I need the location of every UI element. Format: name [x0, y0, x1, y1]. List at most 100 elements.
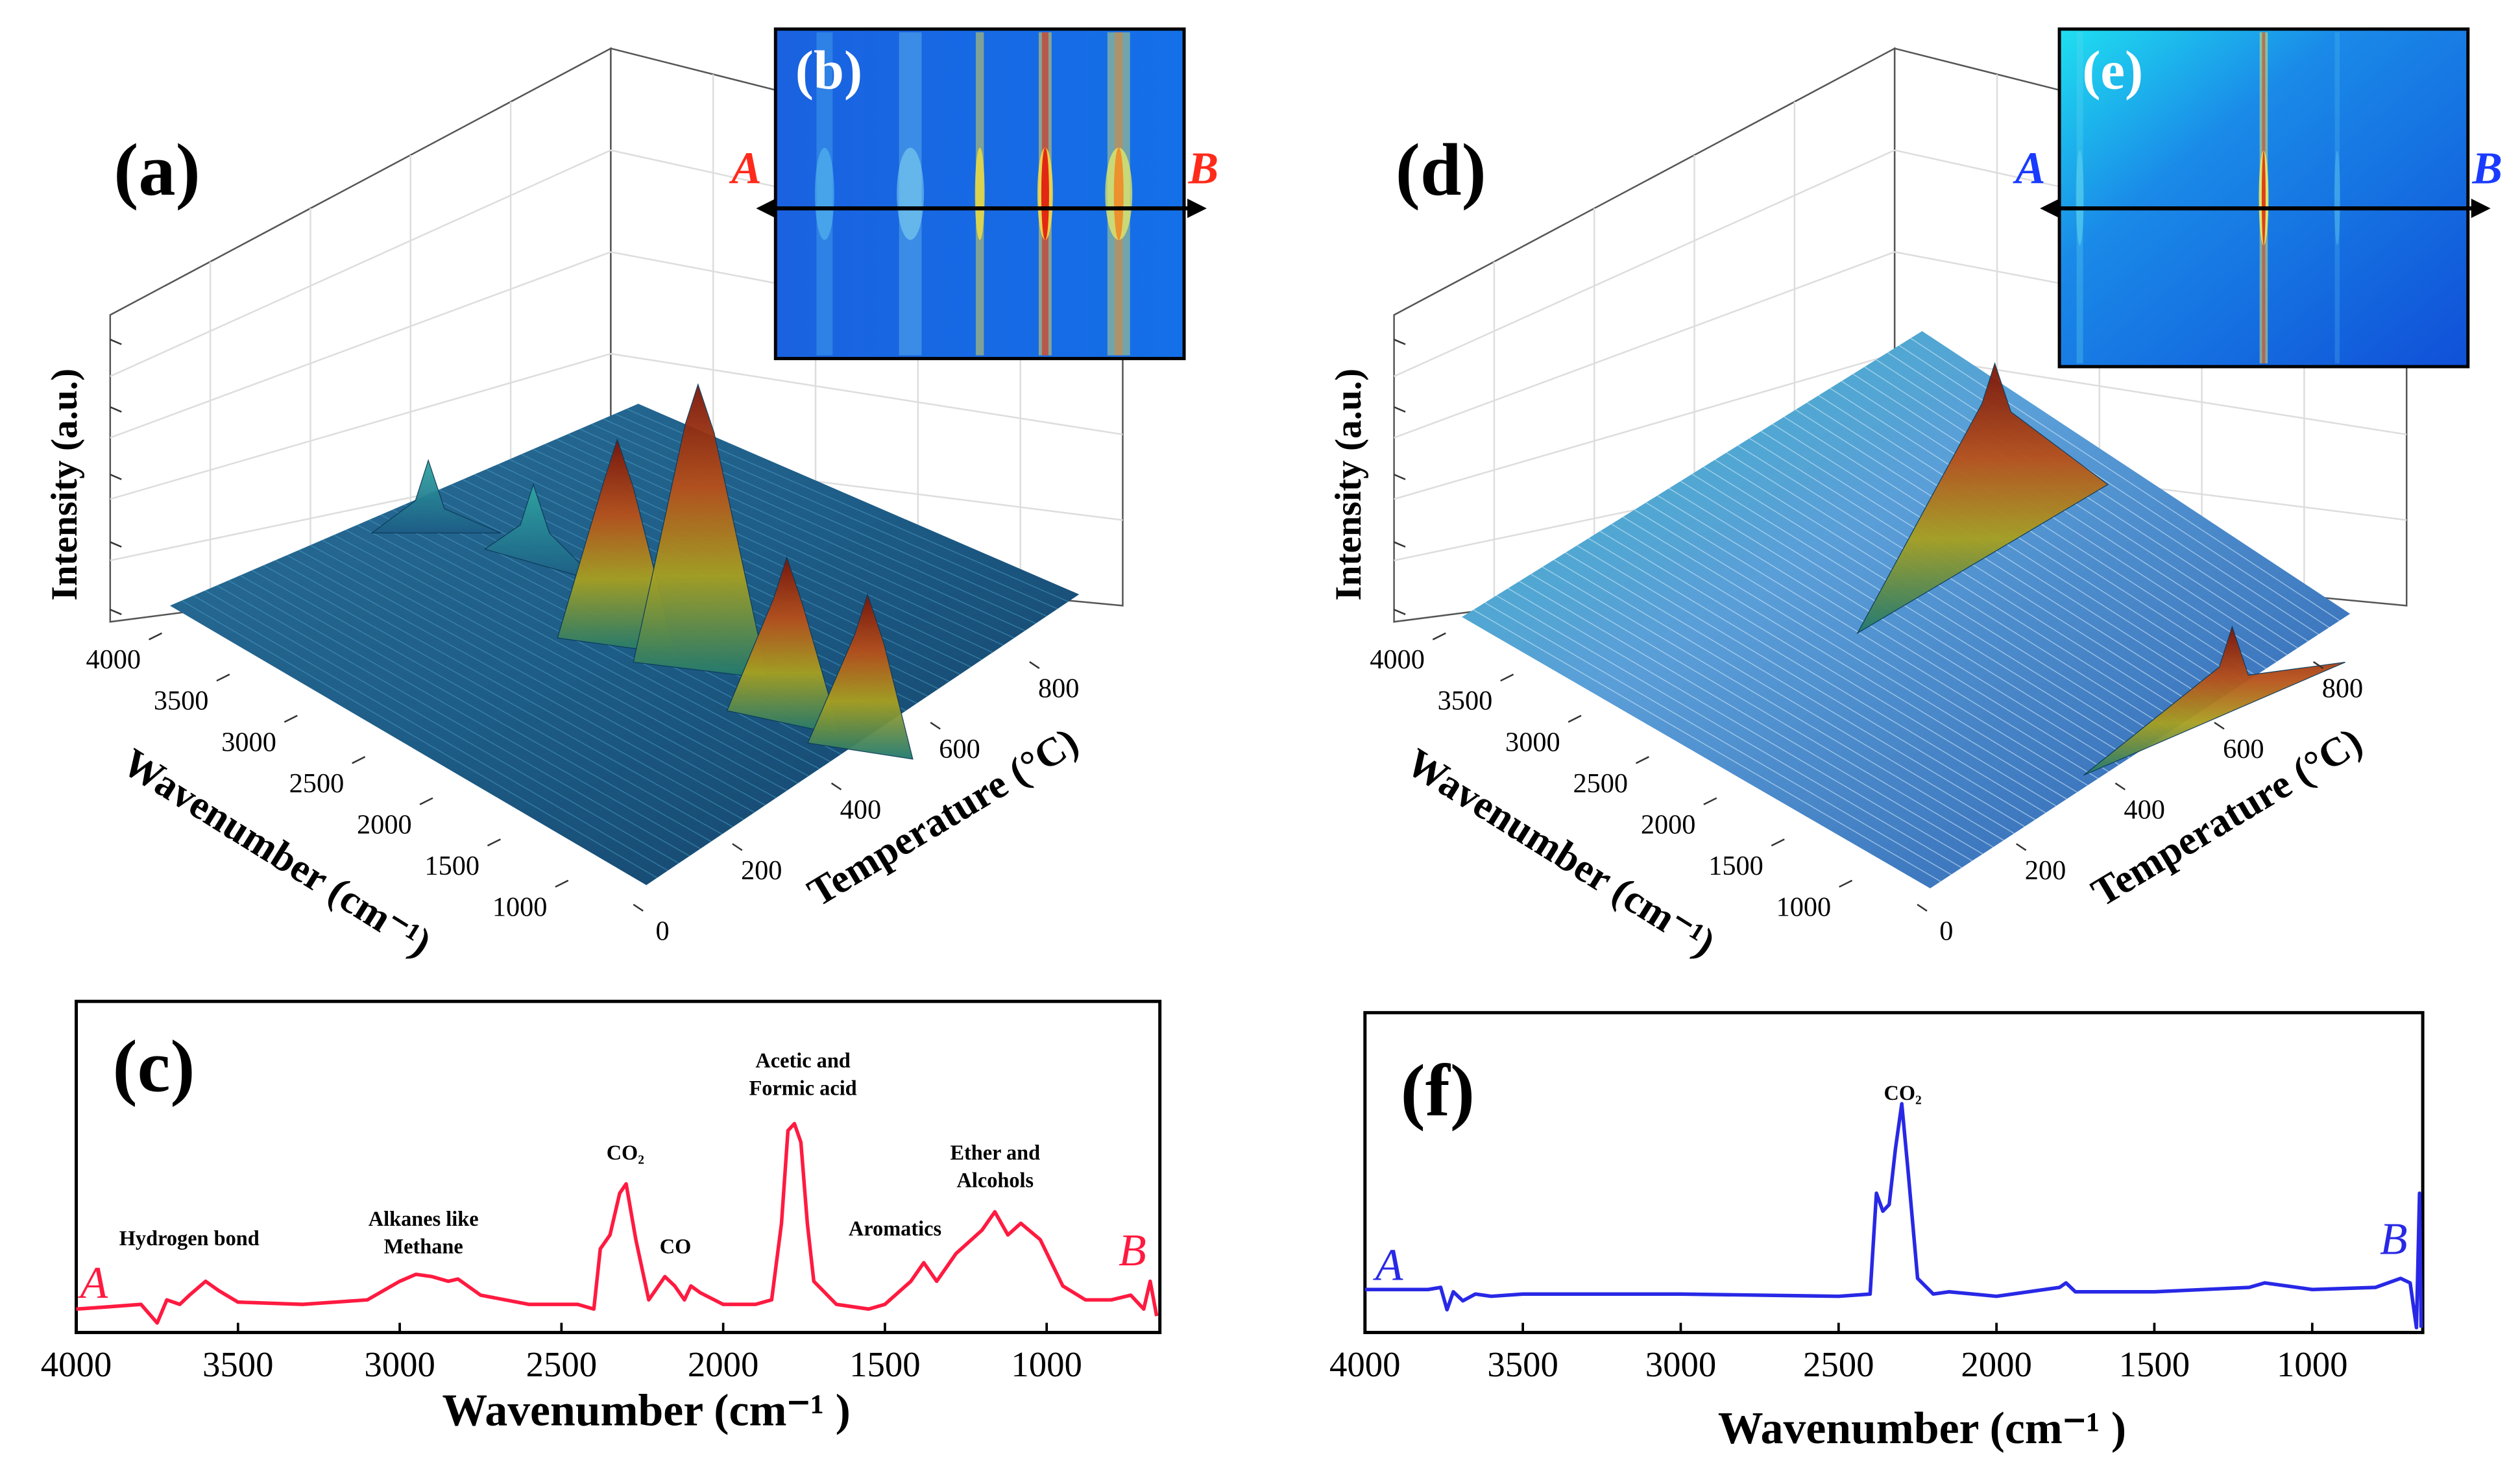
x-tick-label: 3500: [154, 686, 209, 716]
spectrum-line: [76, 1121, 1159, 1325]
x-tick-label: 2500: [289, 768, 345, 799]
z-tick: [110, 339, 122, 345]
surface-streak: [568, 433, 1015, 639]
surface-streak: [1680, 480, 2130, 759]
z-tick: [110, 474, 122, 480]
x-tick-label: 2000: [357, 809, 412, 840]
surface-streak: [1726, 452, 2172, 731]
surface-streak: [1691, 473, 2140, 752]
wall-grid: [110, 149, 611, 378]
x-tick-label: 1500: [1708, 851, 1763, 881]
x-tick: [1703, 797, 1717, 805]
surface-peak: [370, 459, 502, 534]
x-tick-label: 3500: [1487, 1345, 1558, 1384]
wall-grid: [611, 352, 1123, 435]
surface-streak: [310, 544, 777, 799]
x-tick-label: 2500: [1803, 1345, 1874, 1384]
x-tick: [1568, 714, 1582, 723]
surface-streak: [1772, 423, 2214, 703]
z-axis-title: Intensity (a.u.): [44, 369, 85, 601]
inset-spot: [1113, 147, 1124, 240]
inset-band: [2334, 32, 2340, 364]
wall-grid: [110, 352, 611, 500]
x-tick-label: 1500: [424, 851, 479, 881]
x-tick-label: 1000: [2277, 1345, 2348, 1384]
inset-spot: [814, 147, 834, 240]
surface-streak: [579, 428, 1026, 631]
surface-streak: [1645, 502, 2099, 779]
surface-streak: [556, 439, 1004, 646]
surface-streak: [1898, 345, 2330, 628]
x-tick-label: 2500: [1573, 768, 1628, 799]
x-tick: [1839, 879, 1853, 888]
x-tick-label: 1000: [492, 892, 548, 922]
z-tick: [110, 541, 122, 548]
surface-streak: [1634, 509, 2089, 786]
surface-streak: [591, 423, 1036, 624]
x-tick: [1432, 632, 1446, 640]
z-tick: [110, 609, 122, 615]
inset-spot: [975, 147, 985, 240]
surface-streak: [1749, 437, 2193, 718]
y-tick-label: 0: [655, 916, 669, 946]
surface-streak: [1703, 466, 2151, 745]
surface-streak: [1738, 444, 2183, 724]
y-tick-label: 600: [2223, 734, 2264, 764]
x-tick: [352, 756, 366, 764]
surface-streak: [216, 585, 690, 857]
surface-streak: [1577, 545, 2036, 820]
y-tick-label: 600: [939, 734, 980, 764]
panel-label: (d): [1396, 128, 1486, 211]
annotation: CO: [660, 1234, 692, 1258]
annotation: CO₂: [1884, 1081, 1922, 1104]
x-tick-label: 1000: [1011, 1345, 1082, 1384]
x-tick-label: 2000: [1641, 809, 1696, 840]
x-tick: [487, 838, 501, 847]
surface-streak: [298, 550, 766, 806]
inset-spot: [1041, 147, 1049, 240]
surface-streak: [1588, 538, 2046, 814]
surface-streak: [251, 570, 723, 835]
surface-streak: [603, 418, 1047, 617]
wall-grid: [1394, 251, 1895, 439]
y-tick: [633, 903, 644, 912]
annotation: Alkanes like: [369, 1207, 479, 1230]
range-start: A: [1373, 1240, 1403, 1290]
surface-streak: [1852, 373, 2288, 655]
wall-grid: [1394, 149, 1895, 378]
y-tick: [830, 782, 842, 790]
x-tick: [1771, 838, 1785, 847]
x-tick: [148, 632, 163, 640]
arrow-head: [756, 199, 776, 219]
surface-peak: [2083, 625, 2345, 776]
x-tick-label: 1500: [2119, 1345, 2190, 1384]
surface-streak: [1784, 416, 2225, 697]
y-tick-label: 200: [741, 855, 782, 886]
x-tick: [216, 674, 230, 682]
x-tick-label: 3000: [1645, 1345, 1717, 1384]
surface-streak: [1542, 566, 2004, 841]
surface-streak: [1714, 459, 2162, 738]
surface-streak: [1611, 523, 2067, 800]
x-tick-label: 2000: [1961, 1345, 2031, 1384]
z-tick: [1394, 339, 1406, 345]
surface-streak: [1484, 602, 1952, 875]
annotation: Hydrogen bond: [119, 1226, 260, 1250]
inset-spot: [2261, 151, 2266, 245]
surface-streak: [181, 600, 658, 879]
annotation: Alcohols: [956, 1168, 1034, 1191]
inset-end: B: [2471, 143, 2502, 193]
inset-label: (e): [2082, 40, 2143, 101]
x-tick-label: 1500: [849, 1345, 921, 1384]
x-tick-label: 1000: [1776, 892, 1832, 922]
x-tick-label: 3000: [364, 1345, 435, 1384]
annotation: Methane: [384, 1234, 463, 1258]
surface-peak: [1856, 362, 2109, 635]
y-tick-label: 800: [2322, 673, 2363, 703]
surface-streak: [1531, 574, 1994, 848]
surface-streak: [228, 579, 701, 849]
surface-streak: [333, 534, 798, 784]
y-tick-label: 400: [2124, 794, 2164, 825]
surface-panel: 4000 3500 3000 2500 2000 1500 1000 0 200 400 600 80…: [1328, 27, 2502, 966]
arrow-head: [2471, 199, 2491, 219]
